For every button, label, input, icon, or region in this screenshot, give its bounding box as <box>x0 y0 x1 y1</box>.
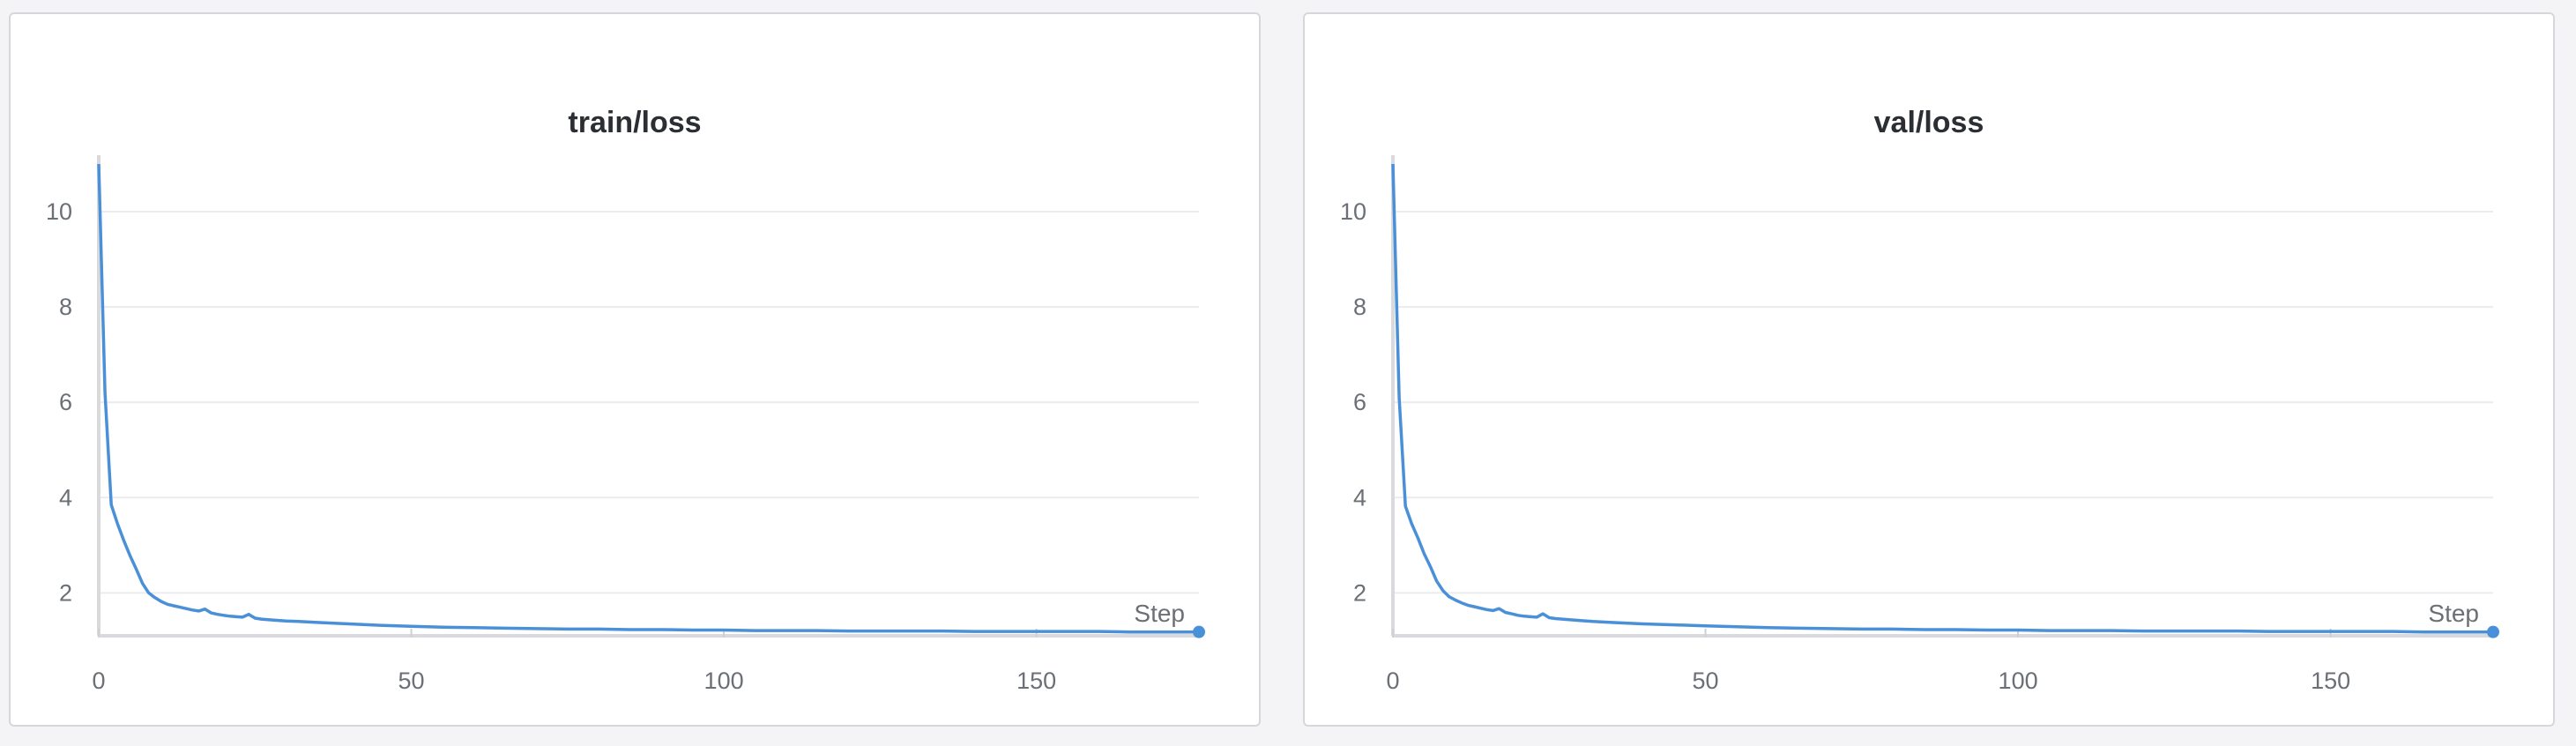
y-tick-label: 10 <box>46 198 72 225</box>
x-tick-label: 0 <box>1386 668 1399 694</box>
x-axis-title: Step <box>1134 600 1185 627</box>
y-tick-label: 6 <box>1353 389 1366 415</box>
x-tick-label: 150 <box>1016 668 1056 694</box>
chart-title: val/loss <box>1873 106 1984 139</box>
x-tick-label: 100 <box>704 668 744 694</box>
series-line <box>97 163 1199 634</box>
series-end-point <box>1193 625 1205 638</box>
x-tick-label: 50 <box>398 668 425 694</box>
series-line <box>1391 163 2493 634</box>
y-tick-label: 2 <box>1353 579 1366 606</box>
x-tick-label: 50 <box>1693 668 1719 694</box>
chart-title: train/loss <box>568 106 702 139</box>
x-tick-label: 100 <box>1999 668 2038 694</box>
y-tick-label: 8 <box>1353 294 1366 320</box>
y-tick-label: 8 <box>59 294 72 320</box>
y-tick-label: 10 <box>1340 198 1366 225</box>
chart-panel-train-loss: train/loss 2 4 6 8 10 0 50 100 150 Step <box>9 12 1261 727</box>
y-tick-label: 4 <box>59 484 72 511</box>
chart-panel-val-loss: val/loss 2 4 6 8 10 0 50 100 150 Step <box>1303 12 2555 727</box>
x-tick-label: 150 <box>2311 668 2350 694</box>
y-tick-label: 4 <box>1353 484 1366 511</box>
x-tick-label: 0 <box>92 668 105 694</box>
y-tick-label: 2 <box>59 579 72 606</box>
x-axis-title: Step <box>2428 600 2479 627</box>
series-end-point <box>2487 625 2499 638</box>
y-tick-label: 6 <box>59 389 72 415</box>
